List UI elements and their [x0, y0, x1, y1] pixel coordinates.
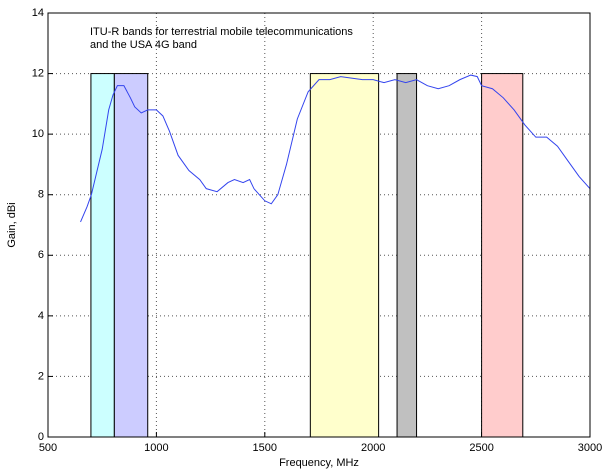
annotation: ITU-R bands for terrestrial mobile telec… — [90, 26, 353, 38]
y-tick-label: 12 — [32, 67, 44, 79]
band — [90, 73, 115, 438]
axes-box — [47, 12, 591, 438]
y-tick-label: 14 — [32, 7, 44, 19]
y-tick-label: 0 — [38, 431, 44, 443]
band — [481, 73, 524, 438]
x-tick-label: 1000 — [144, 442, 168, 454]
x-tick-label: 2500 — [469, 442, 493, 454]
x-tick-label: 1500 — [253, 442, 277, 454]
y-tick-label: 8 — [38, 189, 44, 201]
annotation: and the USA 4G band — [90, 39, 197, 51]
y-tick-label: 2 — [38, 370, 44, 382]
x-tick-label: 500 — [39, 442, 57, 454]
y-tick-label: 4 — [38, 310, 44, 322]
y-tick-label: 10 — [32, 128, 44, 140]
y-axis-label: Gain, dBi — [6, 202, 18, 247]
band — [113, 73, 149, 438]
line — [80, 74, 591, 223]
x-tick-label: 2000 — [361, 442, 385, 454]
y-tick-label: 6 — [38, 249, 44, 261]
x-tick-label: 3000 — [578, 442, 602, 454]
band — [309, 73, 380, 438]
band — [396, 73, 418, 438]
x-axis-label: Frequency, MHz — [279, 457, 359, 469]
